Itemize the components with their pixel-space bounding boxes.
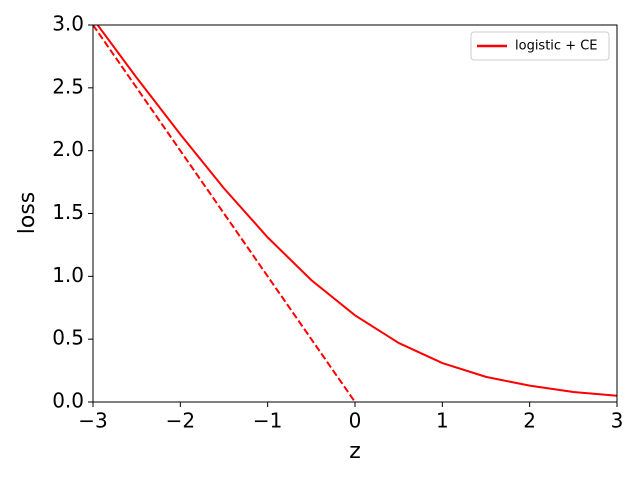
x-axis-label: z: [349, 439, 361, 464]
y-tick-label: 1.5: [52, 200, 84, 224]
legend-label: logistic + CE: [515, 39, 598, 54]
axes-frame: [92, 24, 618, 403]
x-tick-label: −3: [78, 409, 107, 433]
y-axis-label: loss: [15, 192, 40, 235]
plot-area: [93, 25, 617, 402]
y-tick-label: 2.0: [52, 137, 84, 161]
x-tick-label: 3: [611, 409, 624, 433]
line-series: [96, 25, 617, 397]
x-tick-label: −2: [166, 409, 195, 433]
y-tick-label: 3.0: [52, 12, 84, 36]
x-tick-label: −1: [253, 409, 282, 433]
y-tick-label: 2.5: [52, 74, 84, 98]
x-tick-label: 2: [523, 409, 536, 433]
y-tick-label: 1.0: [52, 263, 84, 287]
x-tick-label: 0: [349, 409, 362, 433]
x-tick-label: 1: [436, 409, 449, 433]
legend-box: [470, 31, 610, 61]
y-tick-label: 0.0: [52, 389, 84, 413]
y-tick-label: 0.5: [52, 326, 84, 350]
line-series: [93, 25, 356, 402]
